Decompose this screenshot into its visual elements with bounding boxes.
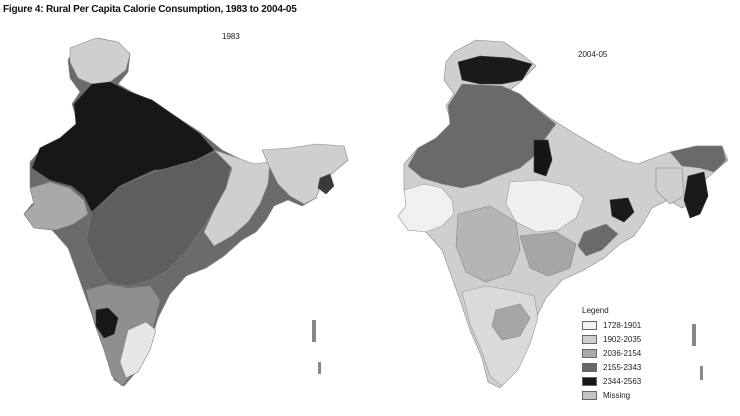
andaman-islands-2004 [692, 324, 696, 346]
legend-label: Missing [603, 390, 631, 400]
region-orissa-dark-2004 [609, 197, 635, 223]
region-north-2004 [407, 83, 557, 189]
legend-swatch [582, 334, 597, 344]
region-northeast-2004 [669, 145, 727, 173]
region-ne-dark-2004 [683, 171, 709, 219]
region-kashmir-2004 [457, 55, 533, 85]
legend-item: 2344-2563 [582, 375, 641, 387]
legend-label: 2036-2154 [603, 348, 642, 358]
legend-swatch [582, 348, 597, 358]
map-legend: Legend 1728-1901 1902-2035 2036-2154 215… [582, 306, 641, 403]
region-central-light-2004 [505, 179, 585, 233]
legend-item: 1902-2035 [582, 333, 641, 345]
region-ap-2004 [519, 231, 577, 277]
legend-swatch [582, 390, 597, 400]
region-bihar-dark-2004 [533, 139, 553, 177]
region-orissa-coast-2004 [577, 223, 619, 257]
region-gujarat-1983 [23, 181, 89, 231]
legend-label: 1902-2035 [603, 334, 642, 344]
region-maharashtra-2004 [455, 205, 521, 283]
legend-item: 2155-2343 [582, 361, 641, 373]
region-ne-light-2004 [655, 167, 685, 205]
legend-item: 2036-2154 [582, 347, 641, 359]
map-label-2004-05: 2004-05 [578, 50, 608, 59]
map-1983 [23, 37, 349, 387]
region-kashmir-1983 [69, 37, 131, 85]
legend-item: Missing [582, 389, 641, 401]
region-east-1983 [203, 149, 271, 247]
map-2004-05 [397, 39, 729, 389]
figure-title: Figure 4: Rural Per Capita Calorie Consu… [3, 4, 297, 15]
region-central-1983 [85, 151, 233, 287]
nicobar-islands-1983 [318, 362, 321, 374]
region-south-mid-2004 [491, 303, 531, 341]
region-ne-dark-1983 [317, 173, 335, 195]
legend-label: 1728-1901 [603, 320, 642, 330]
region-south-dark-1983 [95, 307, 119, 339]
legend-label: 2155-2343 [603, 362, 642, 372]
nicobar-islands-2004 [700, 366, 703, 380]
region-tn-1983 [119, 321, 157, 379]
legend-label: 2344-2563 [603, 376, 642, 386]
map-label-1983: 1983 [222, 32, 240, 41]
legend-swatch [582, 320, 597, 330]
legend-swatch [582, 376, 597, 386]
region-gujarat-2004 [397, 183, 455, 233]
legend-swatch [582, 362, 597, 372]
andaman-islands-1983 [312, 320, 316, 342]
legend-item: 1728-1901 [582, 319, 641, 331]
legend-title: Legend [582, 306, 609, 315]
